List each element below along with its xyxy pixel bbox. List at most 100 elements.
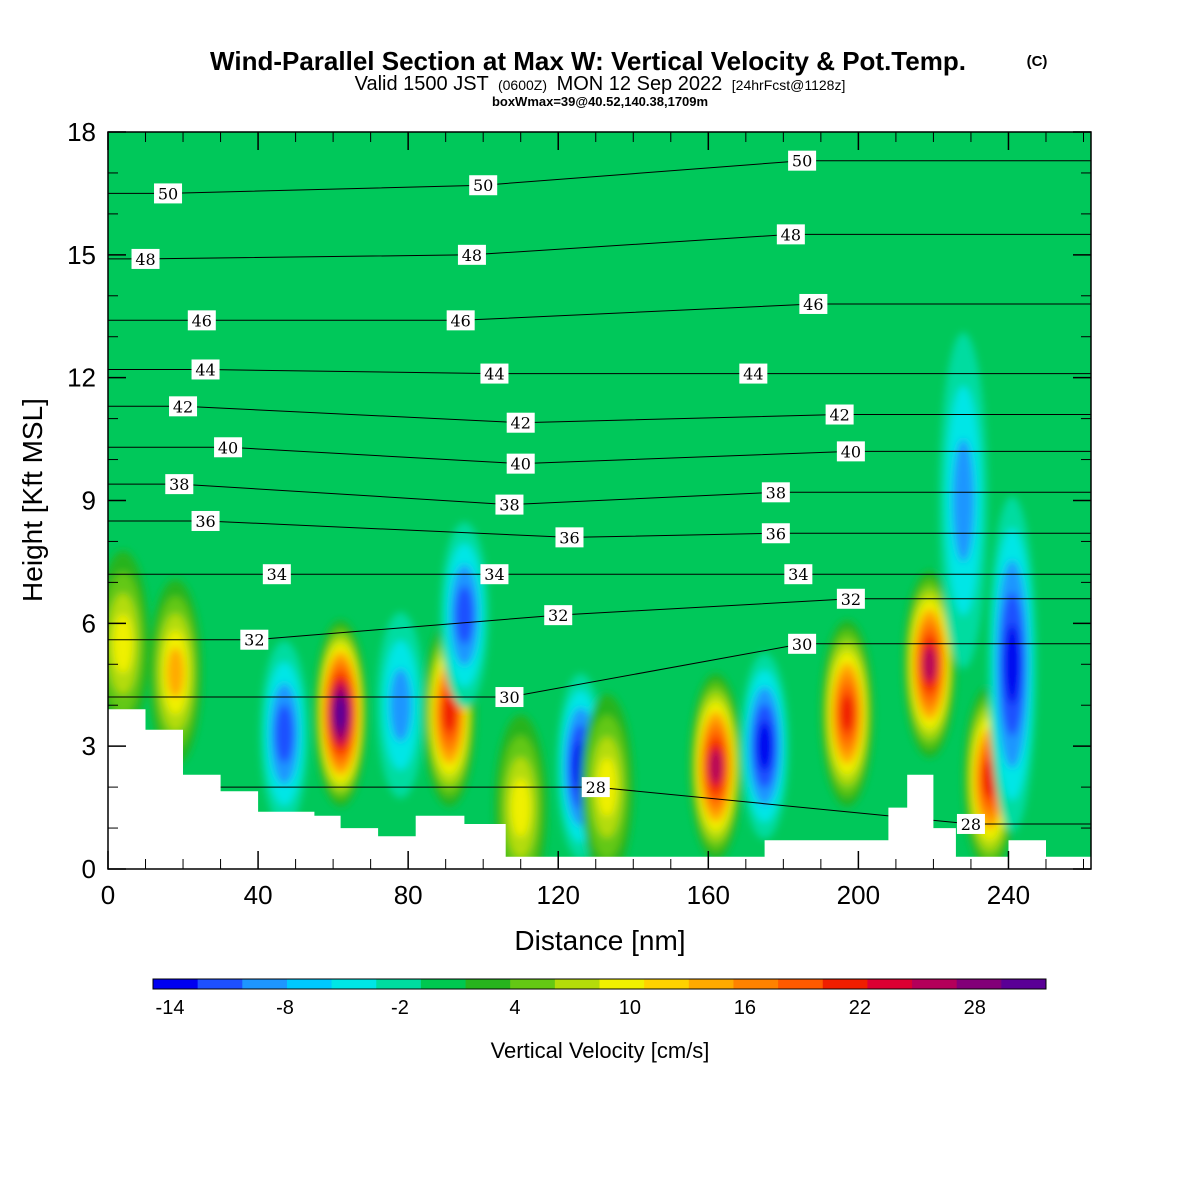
colorbar-swatch (286, 979, 333, 989)
contour-label-text: 46 (803, 295, 823, 314)
contour-label: 50 (154, 183, 183, 204)
contour-label-text: 36 (195, 512, 215, 531)
contour-label-box (776, 224, 805, 245)
colorbar-swatch (956, 979, 1002, 989)
velocity-band (840, 694, 854, 733)
y-tick-label: 12 (67, 363, 96, 393)
contour-label: 32 (240, 629, 269, 650)
contour-label: 42 (506, 412, 535, 433)
contour-label-text: 44 (484, 365, 504, 384)
contour-label-box (154, 183, 183, 204)
contour-label-box (469, 175, 498, 196)
velocity-band (442, 694, 457, 733)
colorbar-swatch (599, 979, 645, 989)
contour-label-text: 38 (766, 483, 786, 502)
x-tick-label: 200 (837, 880, 880, 910)
colorbar-tick-label: 22 (849, 997, 871, 1019)
colorbar-swatch (331, 979, 377, 989)
contour-label: 38 (761, 482, 790, 503)
colorbar-swatch (153, 979, 199, 989)
contour-label-text: 46 (192, 311, 212, 330)
y-tick-label: 15 (67, 240, 96, 270)
y-tick-label: 9 (82, 486, 96, 516)
contour-label-box (480, 363, 509, 384)
contour-label: 36 (761, 523, 790, 544)
velocity-cell (376, 612, 425, 799)
contour-label: 46 (187, 310, 216, 331)
isentrope-line (108, 643, 1091, 698)
colorbar-tick-label: 16 (734, 997, 756, 1019)
terrain (108, 709, 1091, 869)
colorbar-tick-label: -8 (276, 997, 294, 1019)
x-tick-label: 120 (537, 880, 580, 910)
contour-label-box (555, 527, 584, 548)
contour-label-text: 28 (961, 815, 981, 834)
contour-label-box (169, 396, 198, 417)
x-tick-label: 80 (394, 880, 423, 910)
subtitle-zulu: (0600Z) (498, 77, 547, 93)
x-tick-label: 0 (101, 880, 115, 910)
contour-label: 42 (169, 396, 198, 417)
contour-label-box (739, 363, 768, 384)
contour-label-box (187, 310, 216, 331)
contour-label: 40 (214, 437, 243, 458)
chart-title-group: Wind-Parallel Section at Max W: Vertical… (210, 46, 1047, 76)
colorbar-swatch (420, 979, 467, 989)
velocity-cell (903, 571, 956, 758)
contour-label: 34 (784, 564, 813, 585)
x-tick-label: 160 (687, 880, 730, 910)
contour-label: 34 (262, 564, 291, 585)
velocity-band (113, 614, 133, 674)
contour-label: 28 (956, 813, 985, 834)
contour-label: 32 (544, 605, 573, 626)
contour-label: 38 (495, 494, 524, 515)
contour-label: 36 (555, 527, 584, 548)
subtitle-forecast: [24hrFcst@1128z] (732, 77, 846, 93)
contour-label-box (956, 813, 985, 834)
contour-label-text: 36 (559, 528, 579, 547)
chart-title-mark: (C) (1027, 53, 1048, 70)
velocity-cell (939, 332, 988, 669)
velocity-band (756, 721, 773, 772)
colorbar-swatch (510, 979, 556, 989)
contour-label-box (191, 510, 220, 531)
x-tick-label: 240 (987, 880, 1030, 910)
contour-label-box (446, 310, 475, 331)
colorbar-swatch (778, 979, 824, 989)
contour-label-text: 30 (792, 635, 812, 654)
contour-label: 28 (581, 777, 610, 798)
contour-label-box (495, 687, 524, 708)
colorbar-swatch (465, 979, 511, 989)
contour-label-text: 32 (841, 590, 861, 609)
contour-label-box (457, 244, 486, 265)
velocity-cell (149, 579, 202, 766)
velocity-band (389, 668, 412, 742)
colorbar-tick-label: 4 (509, 997, 520, 1019)
colorbar-swatch (554, 979, 600, 989)
colorbar-tick-label: -2 (391, 997, 409, 1019)
contour-label-box (214, 437, 243, 458)
velocity-cell (821, 620, 874, 807)
x-tick-label: 40 (244, 880, 273, 910)
velocity-cell (988, 496, 1037, 833)
contour-label: 44 (191, 359, 220, 380)
colorbar-frame (152, 978, 1047, 990)
contour-label-text: 40 (511, 455, 531, 474)
contour-label-box (761, 523, 790, 544)
contour-label: 36 (191, 510, 220, 531)
velocity-band (334, 697, 347, 730)
contour-label-box (761, 482, 790, 503)
colorbar-swatch (912, 979, 958, 989)
chart-subtitle: Valid 1500 JST (0600Z) MON 12 Sep 2022 [… (355, 73, 846, 95)
y-tick-label: 18 (67, 117, 96, 147)
contour-label-box (506, 412, 535, 433)
contour-label: 40 (836, 441, 865, 462)
colorbar-tick-label: 10 (619, 997, 641, 1019)
colorbar-swatch (644, 979, 690, 989)
contour-label: 44 (480, 363, 509, 384)
contour-label-text: 40 (218, 438, 238, 457)
velocity-cell (260, 640, 309, 827)
contour-label-box (784, 564, 813, 585)
